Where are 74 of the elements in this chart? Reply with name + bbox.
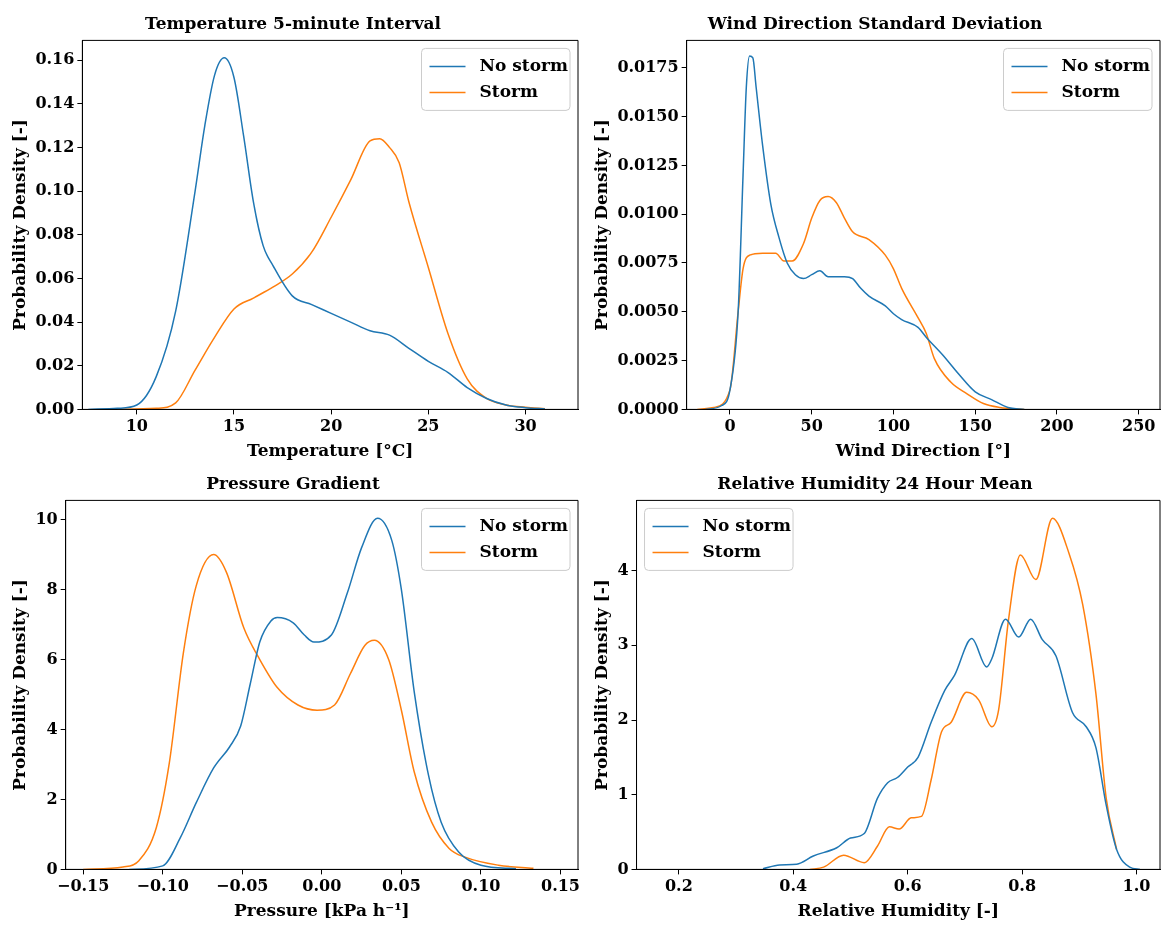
y-tick-label: 10 — [35, 508, 58, 528]
x-tick-label: 0.05 — [381, 876, 421, 896]
x-tick-label: 100 — [876, 416, 911, 436]
legend-label: No storm — [479, 514, 569, 535]
y-tick-label: 0 — [46, 858, 58, 878]
line-series — [762, 618, 1141, 870]
x-tick-label: 0.15 — [541, 876, 580, 896]
x-tick-label: 10 — [125, 416, 148, 436]
y-tick-label: 0.16 — [35, 49, 75, 69]
x-axis-title: Relative Humidity [-] — [797, 900, 999, 921]
x-tick-label: 20 — [320, 416, 343, 436]
chart-title: Relative Humidity 24 Hour Mean — [717, 472, 1033, 493]
legend-label: No storm — [702, 514, 792, 535]
y-tick-label: 8 — [46, 578, 58, 598]
y-axis-title: Probability Density [-] — [8, 119, 29, 331]
legend-label: Storm — [702, 540, 761, 561]
y-axis-title: Probability Density [-] — [590, 119, 611, 331]
y-tick-label: 0.0150 — [617, 105, 679, 125]
legend-label: No storm — [1061, 54, 1151, 75]
y-tick-label: 0.04 — [35, 311, 75, 331]
y-tick-label: 2 — [617, 709, 629, 729]
x-tick-label: −0.05 — [216, 876, 269, 896]
x-axis-title: Temperature [°C] — [247, 440, 414, 461]
x-tick-label: −0.10 — [136, 876, 189, 896]
y-tick-label: 0.0100 — [617, 203, 679, 223]
x-tick-label: 0.2 — [664, 876, 693, 896]
line-series — [704, 55, 1026, 410]
y-tick-label: 0.06 — [35, 267, 75, 287]
x-tick-label: 25 — [417, 416, 440, 436]
y-tick-label: 0.08 — [35, 223, 75, 243]
x-tick-label: 30 — [514, 416, 537, 436]
y-tick-label: 0.0125 — [617, 154, 679, 174]
chart-title: Pressure Gradient — [206, 472, 380, 493]
x-tick-label: 0.6 — [893, 876, 922, 896]
y-tick-label: 0.14 — [35, 92, 75, 112]
y-tick-label: 0.0075 — [617, 252, 679, 272]
x-tick-label: 0.4 — [779, 876, 808, 896]
legend-label: Storm — [479, 540, 538, 561]
y-tick-label: 0.0025 — [617, 349, 679, 369]
x-tick-label: 1.0 — [1122, 876, 1151, 896]
x-tick-label: 250 — [1122, 416, 1156, 436]
y-tick-label: 0.10 — [35, 180, 75, 200]
legend-label: Storm — [479, 80, 538, 101]
y-axis-title: Probability Density [-] — [590, 579, 611, 791]
y-tick-label: 4 — [46, 718, 58, 738]
y-tick-label: 1 — [617, 783, 629, 803]
y-tick-label: 0.00 — [35, 398, 75, 418]
legend-label: No storm — [479, 54, 569, 75]
y-tick-label: 4 — [617, 559, 629, 579]
y-axis-title: Probability Density [-] — [8, 579, 29, 791]
x-tick-label: −0.15 — [56, 876, 110, 896]
y-tick-label: 0.0000 — [617, 398, 679, 418]
y-tick-label: 0.12 — [35, 136, 75, 156]
y-tick-label: 2 — [46, 788, 58, 808]
y-tick-label: 0 — [617, 858, 629, 878]
x-tick-label: 0.8 — [1008, 876, 1037, 896]
y-tick-label: 3 — [617, 634, 629, 654]
x-tick-label: 150 — [958, 416, 992, 436]
x-axis-title: Pressure [kPa h⁻¹] — [234, 900, 410, 921]
x-axis-title: Wind Direction [°] — [834, 440, 1011, 461]
x-tick-label: 15 — [222, 416, 246, 436]
x-tick-label: 200 — [1040, 416, 1074, 436]
chart-title: Temperature 5-minute Interval — [144, 12, 442, 33]
y-tick-label: 0.0050 — [617, 300, 679, 320]
y-tick-label: 0.02 — [35, 354, 75, 374]
y-tick-label: 0.0175 — [617, 56, 679, 76]
x-tick-label: 50 — [800, 416, 823, 436]
x-tick-label: 0 — [724, 416, 736, 436]
chart-title: Wind Direction Standard Deviation — [706, 12, 1043, 33]
legend-label: Storm — [1061, 80, 1120, 101]
x-tick-label: 0.10 — [461, 876, 501, 896]
line-series — [809, 517, 1118, 870]
y-tick-label: 6 — [46, 648, 58, 668]
x-tick-label: 0.00 — [302, 876, 342, 896]
